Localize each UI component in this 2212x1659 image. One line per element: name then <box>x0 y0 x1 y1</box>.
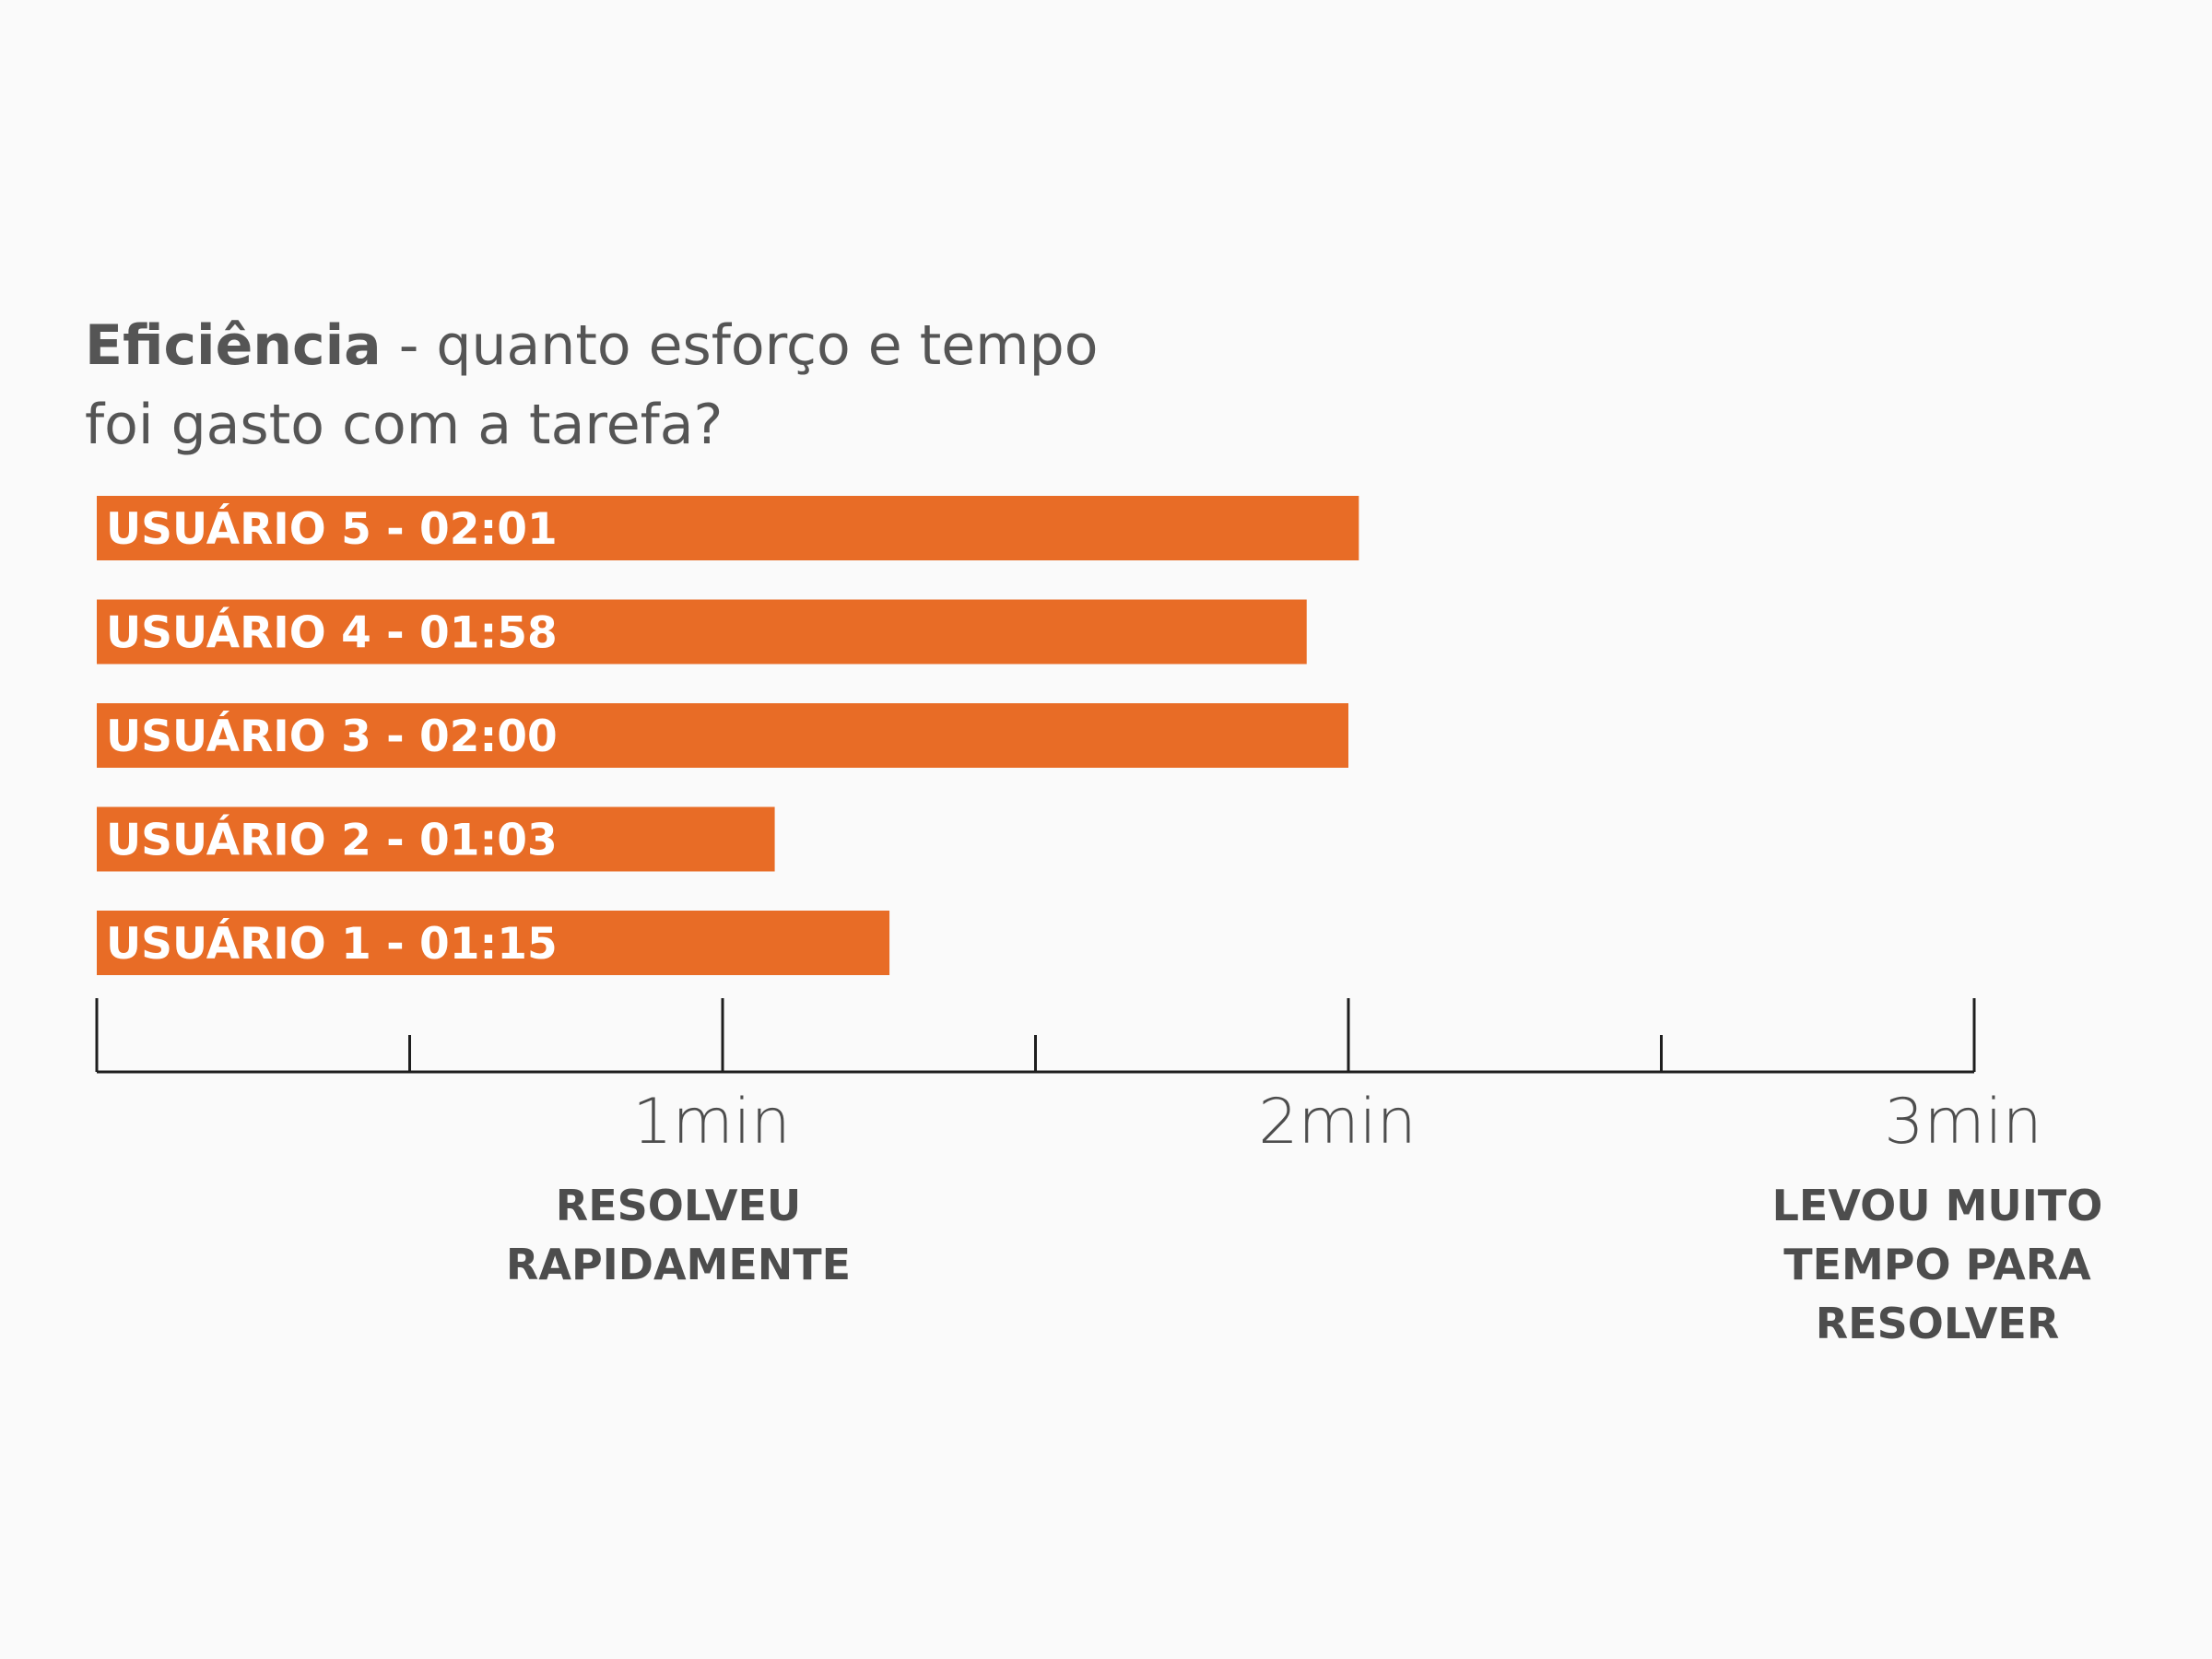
bar-label-usuario-1: USUÁRIO 1 - 01:15 <box>106 919 558 970</box>
annotation-fast: RESOLVEU RAPIDAMENTE <box>439 1176 918 1294</box>
chart-title-line2: foi gasto com a tarefa? <box>85 393 724 457</box>
bar-label-usuario-4: USUÁRIO 4 - 01:58 <box>106 608 558 659</box>
x-tick-label-120: 2min <box>1258 1086 1417 1159</box>
annotation-fast-line-1: RESOLVEU <box>555 1181 802 1230</box>
annotation-slow-line-3: RESOLVER <box>1815 1299 2060 1348</box>
chart-title-rest: - quanto esforço e tempo <box>381 313 1099 378</box>
bar-usuario-2 <box>97 806 775 872</box>
bar-label-usuario-5: USUÁRIO 5 - 02:01 <box>106 504 558 555</box>
annotation-fast-line-2: RAPIDAMENTE <box>505 1240 852 1289</box>
x-tick-label-60: 1min <box>632 1086 791 1159</box>
annotation-slow-line-2: TEMPO PARA <box>1783 1240 2091 1289</box>
x-tick-label-180: 3min <box>1884 1086 2042 1159</box>
bar-label-usuario-2: USUÁRIO 2 - 01:03 <box>106 816 558 866</box>
chart-title-bold: Eficiência <box>85 313 382 378</box>
bars-group: USUÁRIO 5 - 02:01 USUÁRIO 4 - 01:58 USUÁRI… <box>97 496 1359 975</box>
chart-title: Eficiência - quanto esforço e tempo foi … <box>85 306 1375 465</box>
bar-usuario-1 <box>97 911 890 975</box>
annotation-slow-line-1: LEVOU MUITO <box>1771 1181 2103 1230</box>
annotation-slow: LEVOU MUITO TEMPO PARA RESOLVER <box>1698 1176 2177 1353</box>
bar-usuario-3 <box>97 703 1348 768</box>
bar-usuario-5 <box>97 496 1359 560</box>
bar-label-usuario-3: USUÁRIO 3 - 02:00 <box>106 712 558 762</box>
x-axis: 1min 2min 3min <box>95 998 2042 1159</box>
bar-usuario-4 <box>97 599 1307 665</box>
